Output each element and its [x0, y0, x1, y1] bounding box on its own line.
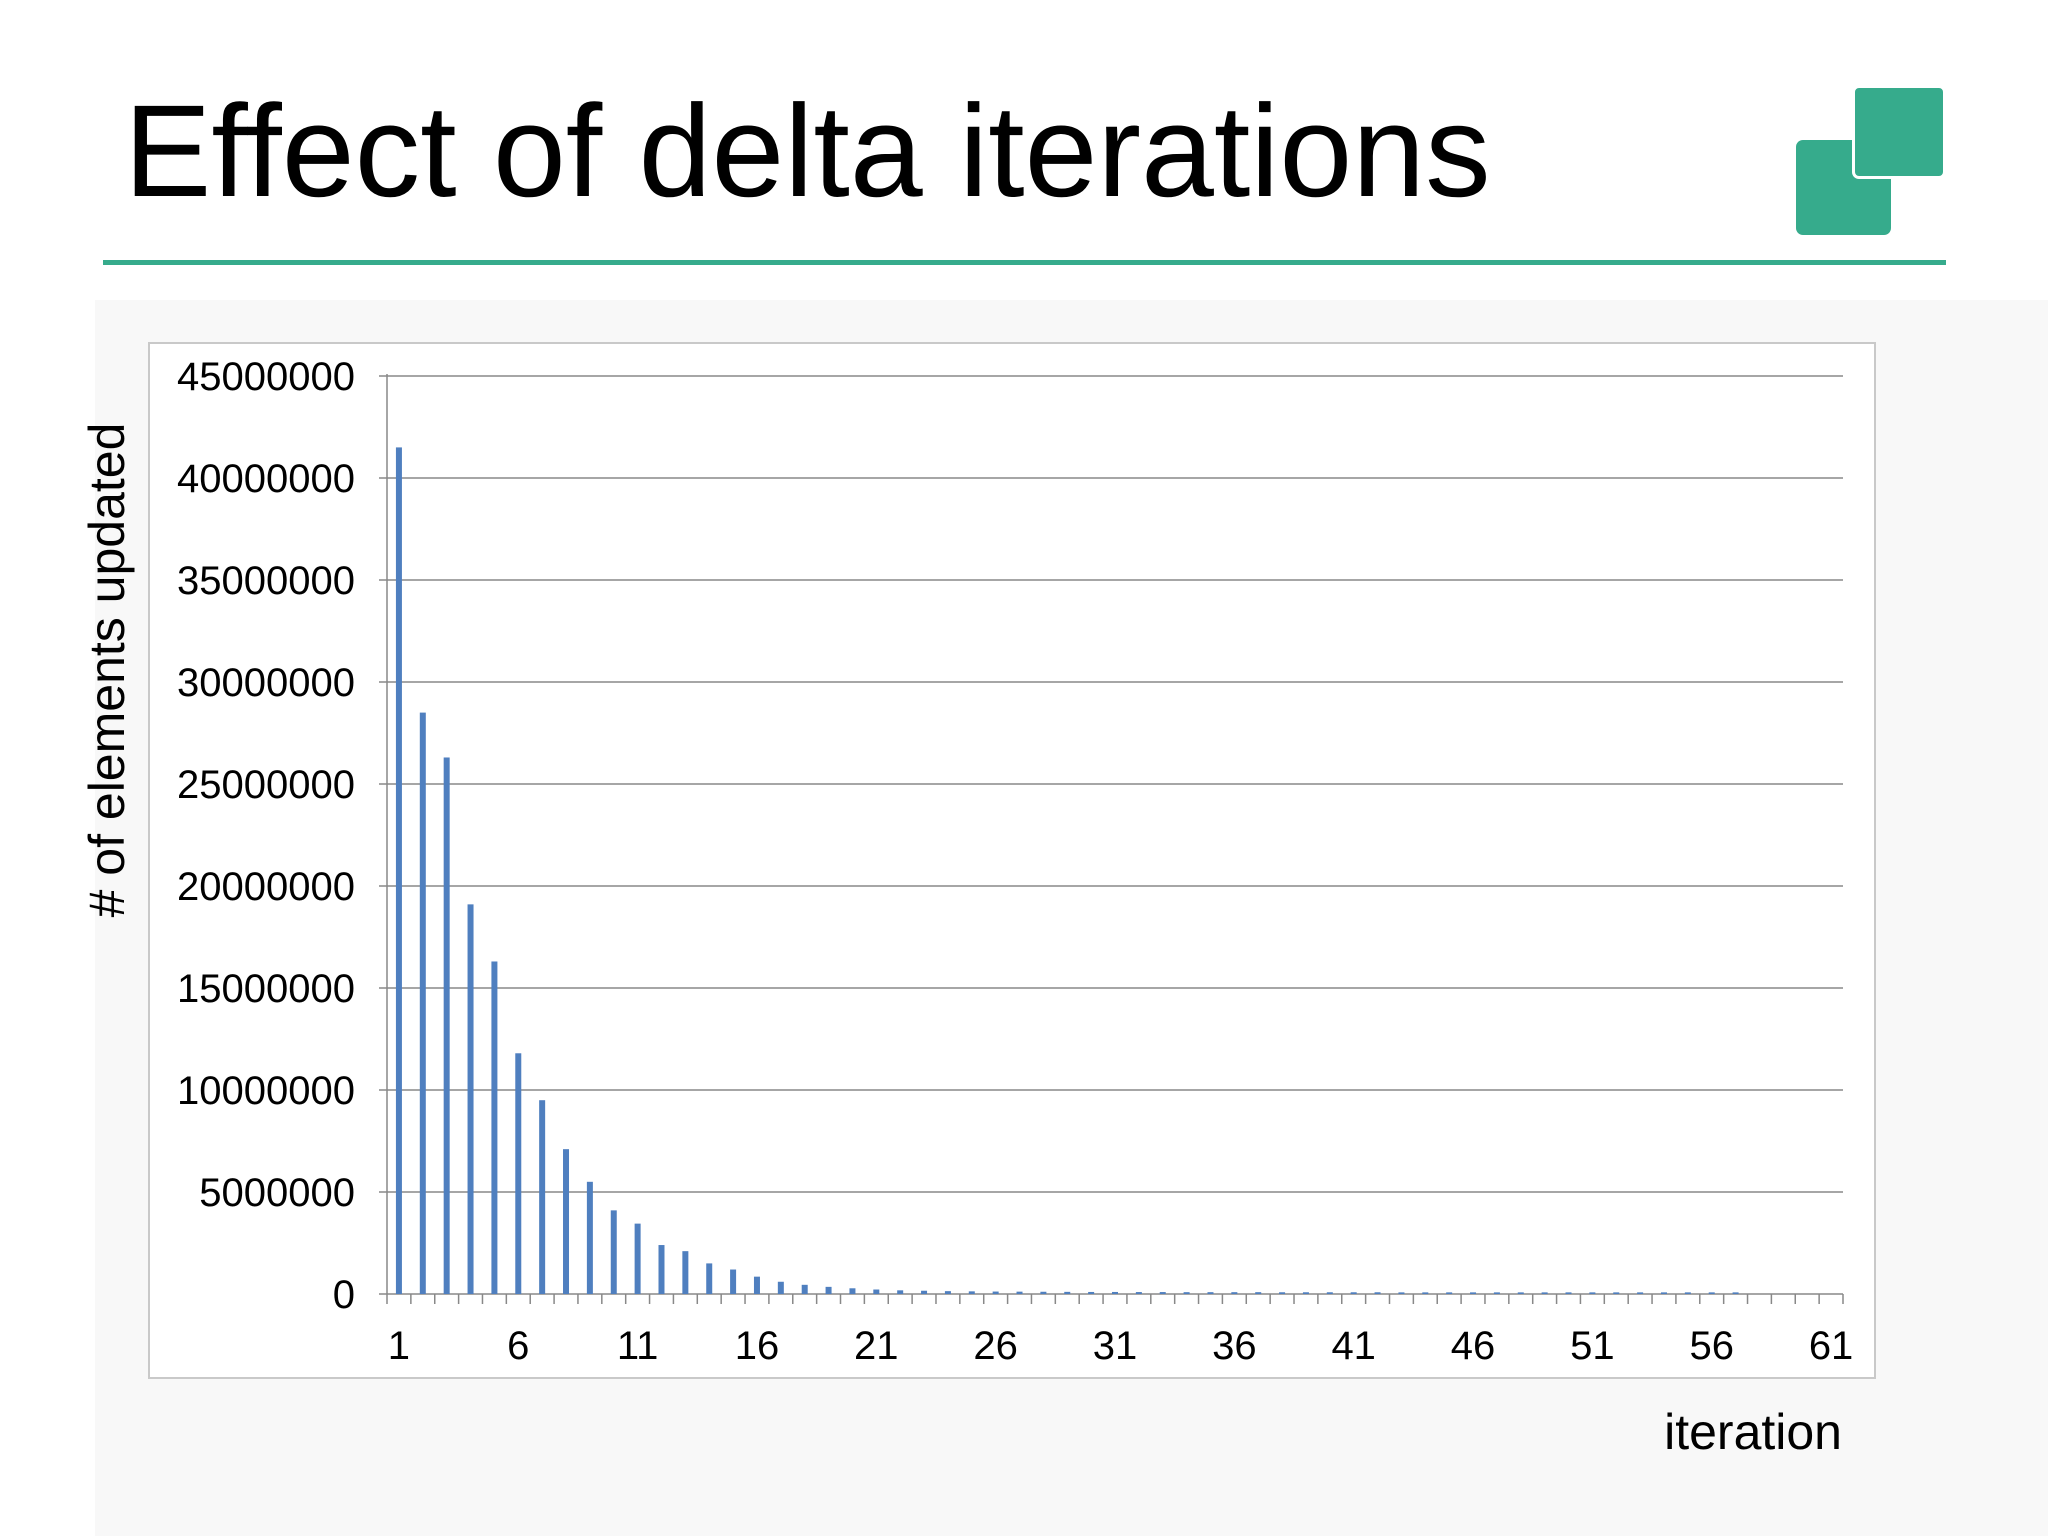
- bar: [395, 447, 402, 1294]
- bar: [1422, 1292, 1429, 1294]
- logo-icon: [1796, 85, 1946, 235]
- x-tick-label: 6: [507, 1324, 529, 1368]
- bar: [849, 1288, 856, 1294]
- bar: [419, 712, 426, 1294]
- bar: [1016, 1291, 1023, 1294]
- bar: [1207, 1292, 1214, 1294]
- y-tick-label: 15000000: [177, 967, 355, 1011]
- y-axis-label: # of elements updated: [79, 422, 135, 918]
- y-tick-label: 0: [333, 1273, 355, 1317]
- bar: [706, 1263, 713, 1294]
- y-tick-label: 35000000: [177, 559, 355, 603]
- bar: [1302, 1292, 1309, 1294]
- title-underline: [103, 260, 1946, 265]
- bar: [825, 1286, 832, 1294]
- bar: [586, 1181, 593, 1294]
- bar: [491, 961, 498, 1294]
- bar: [777, 1281, 784, 1294]
- bar: [1255, 1292, 1262, 1294]
- bar: [1350, 1292, 1357, 1294]
- bar: [610, 1210, 617, 1294]
- x-tick-label: 1: [388, 1324, 410, 1368]
- y-tick-label: 20000000: [177, 865, 355, 909]
- x-tick-label: 16: [735, 1324, 780, 1368]
- bar: [1613, 1292, 1620, 1294]
- bar: [1732, 1292, 1739, 1294]
- bar: [921, 1290, 928, 1294]
- x-tick-label: 51: [1570, 1324, 1615, 1368]
- bar: [1589, 1292, 1596, 1294]
- bar: [1279, 1292, 1286, 1294]
- bar: [944, 1291, 951, 1294]
- bar: [515, 1053, 522, 1294]
- bar: [1326, 1292, 1333, 1294]
- x-tick-label: 21: [854, 1324, 899, 1368]
- bar: [968, 1291, 975, 1294]
- bar: [563, 1149, 570, 1294]
- bar: [1088, 1291, 1095, 1294]
- bar: [1398, 1292, 1405, 1294]
- bar: [539, 1100, 546, 1294]
- chart-frame: [148, 342, 1876, 1379]
- x-tick-label: 26: [973, 1324, 1018, 1368]
- bar: [992, 1291, 999, 1294]
- bar: [1040, 1291, 1047, 1294]
- bar: [1517, 1292, 1524, 1294]
- y-tick-label: 45000000: [177, 355, 355, 399]
- y-tick-label: 30000000: [177, 661, 355, 705]
- bar: [1231, 1292, 1238, 1294]
- logo-square-front: [1852, 85, 1946, 179]
- bar: [1446, 1292, 1453, 1294]
- x-tick-label: 61: [1809, 1324, 1854, 1368]
- x-tick-label: 31: [1093, 1324, 1138, 1368]
- bar: [1708, 1292, 1715, 1294]
- x-tick-label: 36: [1212, 1324, 1257, 1368]
- bar: [1660, 1292, 1667, 1294]
- bar: [1541, 1292, 1548, 1294]
- bar: [443, 757, 450, 1294]
- bar: [730, 1269, 737, 1294]
- bar: [682, 1251, 689, 1294]
- bar: [753, 1276, 760, 1294]
- bar: [467, 904, 474, 1294]
- bar: [873, 1289, 880, 1294]
- bar: [1159, 1292, 1166, 1294]
- bar: [1064, 1291, 1071, 1294]
- bar: [1112, 1291, 1118, 1294]
- bar: [1565, 1292, 1572, 1294]
- x-tick-label: 11: [617, 1324, 659, 1368]
- bar: [658, 1245, 665, 1294]
- x-tick-label: 56: [1689, 1324, 1734, 1368]
- bar: [1684, 1292, 1691, 1294]
- x-tick-label: 46: [1451, 1324, 1496, 1368]
- y-tick-label: 5000000: [199, 1171, 355, 1215]
- y-tick-label: 10000000: [177, 1069, 355, 1113]
- y-tick-label: 25000000: [177, 763, 355, 807]
- bar: [801, 1284, 808, 1294]
- bar: [1470, 1292, 1477, 1294]
- bar: [1637, 1292, 1644, 1294]
- page-title: Effect of delta iterations: [124, 77, 1491, 224]
- y-tick-label: 40000000: [177, 457, 355, 501]
- bar: [1135, 1292, 1142, 1294]
- x-axis-label: iteration: [1664, 1404, 1842, 1460]
- x-tick-label: 41: [1331, 1324, 1376, 1368]
- bar: [1493, 1292, 1500, 1294]
- bar: [1374, 1292, 1381, 1294]
- bar: [897, 1290, 904, 1294]
- bar: [1183, 1292, 1190, 1294]
- bar: [634, 1223, 641, 1294]
